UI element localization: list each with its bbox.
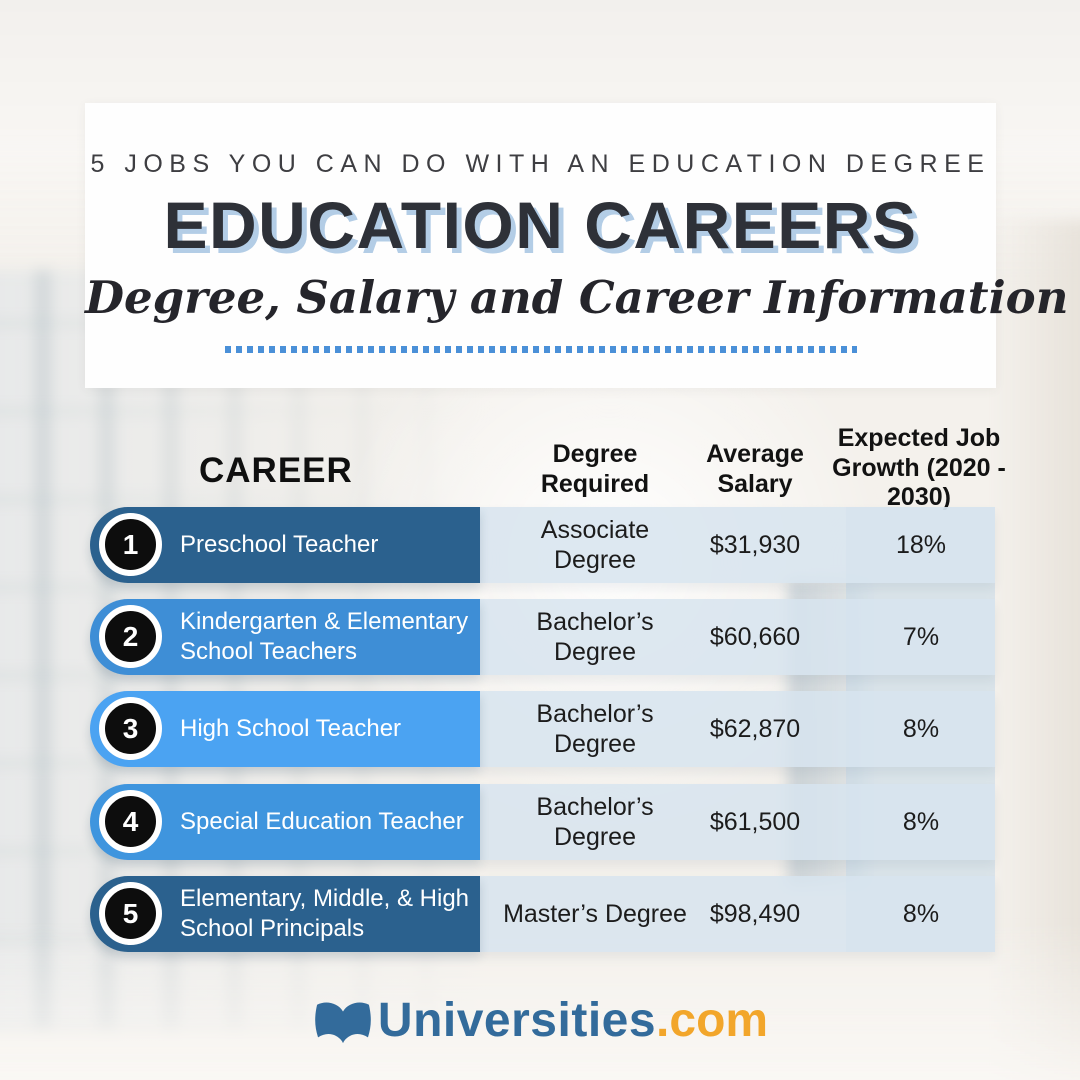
career-name: Elementary, Middle, & High School Princi… [180, 885, 470, 942]
table-row: 3 High School Teacher Bachelor’s Degree … [90, 691, 995, 767]
rank-badge: 4 [99, 790, 162, 853]
career-name: Special Education Teacher [180, 808, 464, 835]
salary-cell: $60,660 [709, 623, 801, 651]
degree-cell: Bachelor’s Degree [536, 700, 654, 758]
rank-badge: 1 [99, 513, 162, 576]
table-row: 1 Preschool Teacher Associate Degree $31… [90, 507, 995, 583]
brand-tld: .com [656, 994, 769, 1047]
column-header-salary: Average Salary [706, 440, 804, 498]
kicker-text: 5 JOBS YOU CAN DO WITH AN EDUCATION DEGR… [90, 150, 991, 178]
salary-cell: $62,870 [709, 715, 801, 743]
degree-cell: Master’s Degree [503, 900, 687, 928]
rank-badge: 3 [99, 697, 162, 760]
column-header-career: CAREER [199, 451, 353, 490]
growth-cell: 8% [902, 900, 940, 928]
header-card: 5 JOBS YOU CAN DO WITH AN EDUCATION DEGR… [85, 103, 1069, 388]
career-name: Preschool Teacher [180, 531, 379, 558]
open-book-icon [315, 1001, 371, 1043]
row-data-band [480, 599, 995, 675]
growth-cell: 18% [895, 531, 947, 559]
dotted-underline [224, 346, 857, 353]
salary-cell: $31,930 [709, 531, 801, 559]
rank-badge: 5 [99, 882, 162, 945]
growth-cell: 8% [902, 715, 940, 743]
career-name: Kindergarten & Elementary School Teacher… [180, 608, 469, 665]
growth-cell: 8% [902, 808, 940, 836]
column-header-degree: Degree Required [540, 440, 650, 498]
rank-badge: 2 [99, 605, 162, 668]
brand-logo: Universities .com [0, 993, 1080, 1048]
table-row: 2 Kindergarten & Elementary School Teach… [90, 599, 995, 675]
row-data-band [480, 691, 995, 767]
degree-cell: Bachelor’s Degree [536, 608, 654, 666]
degree-cell: Bachelor’s Degree [536, 793, 654, 851]
brand-name: Universities [377, 994, 657, 1047]
page-title: EDUCATION CAREERS [163, 188, 918, 262]
growth-cell: 7% [902, 623, 940, 651]
career-name: High School Teacher [180, 715, 402, 742]
table-row: 5 Elementary, Middle, & High School Prin… [90, 876, 995, 952]
column-header-growth: Expected Job Growth (2020 - 2030) [832, 424, 1006, 511]
row-data-band [480, 876, 995, 952]
page-subtitle: Degree, Salary and Career Information [85, 271, 1069, 324]
row-data-band [480, 784, 995, 860]
salary-cell: $98,490 [709, 900, 801, 928]
table-row: 4 Special Education Teacher Bachelor’s D… [90, 784, 995, 860]
salary-cell: $61,500 [709, 808, 801, 836]
row-data-band [480, 507, 995, 583]
degree-cell: Associate Degree [540, 516, 650, 574]
